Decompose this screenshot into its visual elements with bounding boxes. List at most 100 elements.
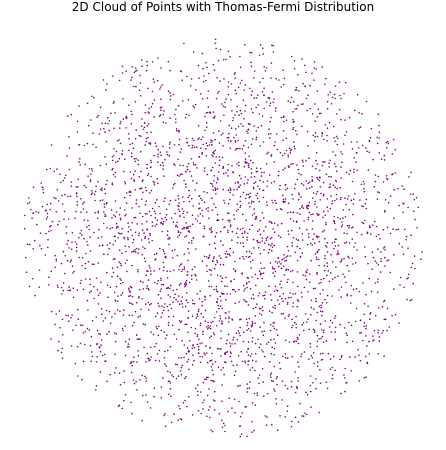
scatter-point <box>307 204 310 206</box>
scatter-point <box>340 356 343 359</box>
scatter-point <box>222 145 224 147</box>
scatter-point <box>222 132 224 135</box>
scatter-point <box>149 407 152 409</box>
scatter-point <box>246 239 248 241</box>
scatter-point <box>254 181 257 183</box>
scatter-point <box>88 329 91 331</box>
scatter-point <box>144 237 146 239</box>
scatter-point <box>196 220 199 222</box>
scatter-point <box>361 221 364 224</box>
scatter-point <box>113 154 115 157</box>
scatter-point <box>224 353 227 356</box>
scatter-point <box>107 122 109 125</box>
scatter-point <box>166 305 169 308</box>
scatter-point <box>206 66 208 69</box>
scatter-point <box>315 297 317 300</box>
scatter-point <box>366 232 369 235</box>
scatter-point <box>387 142 390 145</box>
scatter-point <box>168 143 171 145</box>
scatter-point <box>164 363 166 365</box>
scatter-point <box>236 227 239 230</box>
scatter-point <box>93 96 95 99</box>
scatter-point <box>246 435 248 438</box>
scatter-point <box>60 181 62 184</box>
scatter-point <box>61 318 64 321</box>
scatter-point <box>348 173 350 175</box>
scatter-point <box>191 414 194 416</box>
scatter-point <box>365 198 368 201</box>
scatter-point <box>298 366 300 368</box>
scatter-point <box>253 70 256 72</box>
scatter-point <box>183 42 185 45</box>
scatter-point <box>161 84 163 86</box>
scatter-point <box>259 179 261 182</box>
scatter-point <box>42 188 44 191</box>
scatter-point <box>160 109 162 111</box>
scatter-point <box>348 270 350 272</box>
scatter-point <box>376 198 379 200</box>
scatter-point <box>278 170 280 173</box>
scatter-point <box>267 243 270 246</box>
scatter-point <box>319 368 321 371</box>
scatter-point <box>162 121 165 124</box>
scatter-point <box>302 322 305 324</box>
scatter-point <box>112 173 115 176</box>
scatter-point <box>344 81 347 84</box>
scatter-point <box>130 152 133 154</box>
scatter-point <box>171 324 174 327</box>
scatter-point <box>333 215 336 218</box>
scatter-point <box>262 196 265 199</box>
scatter-point <box>205 208 208 210</box>
scatter-point <box>216 259 218 262</box>
scatter-point <box>145 220 148 223</box>
scatter-point <box>145 361 147 363</box>
scatter-point <box>308 187 311 189</box>
scatter-point <box>160 221 162 224</box>
scatter-point <box>62 250 65 253</box>
scatter-point <box>210 139 212 141</box>
scatter-point <box>225 98 227 100</box>
scatter-point <box>180 270 183 273</box>
scatter-point <box>362 282 364 284</box>
scatter-point <box>218 320 221 322</box>
scatter-point <box>276 208 278 211</box>
scatter-point <box>78 256 81 259</box>
scatter-point <box>364 219 366 222</box>
scatter-point <box>201 153 203 155</box>
scatter-point <box>117 405 120 408</box>
scatter-point <box>215 193 217 195</box>
scatter-point <box>234 260 236 263</box>
scatter-point <box>239 384 241 387</box>
scatter-point <box>153 181 156 184</box>
scatter-point <box>278 79 280 81</box>
scatter-point <box>123 309 125 311</box>
scatter-point <box>158 325 160 328</box>
scatter-point <box>269 262 272 264</box>
scatter-point <box>203 225 206 228</box>
scatter-point <box>193 139 195 142</box>
scatter-point <box>275 289 278 291</box>
scatter-point <box>141 419 143 422</box>
scatter-point <box>38 286 40 289</box>
scatter-point <box>331 377 334 380</box>
scatter-point <box>222 244 224 246</box>
scatter-point <box>184 281 187 284</box>
scatter-point <box>319 323 322 325</box>
scatter-point <box>291 193 294 196</box>
scatter-point <box>194 327 197 330</box>
scatter-point <box>247 256 250 259</box>
scatter-point <box>147 87 149 90</box>
scatter-point <box>51 220 54 223</box>
scatter-point <box>70 345 73 347</box>
scatter-point <box>220 369 223 371</box>
scatter-point <box>108 120 111 122</box>
scatter-point <box>124 354 127 357</box>
scatter-point <box>339 187 342 189</box>
scatter-point <box>187 331 189 334</box>
scatter-point <box>269 120 272 123</box>
scatter-point <box>310 213 312 216</box>
scatter-point <box>293 187 296 190</box>
scatter-point <box>228 321 230 323</box>
scatter-point <box>348 208 351 211</box>
scatter-point <box>82 332 85 334</box>
